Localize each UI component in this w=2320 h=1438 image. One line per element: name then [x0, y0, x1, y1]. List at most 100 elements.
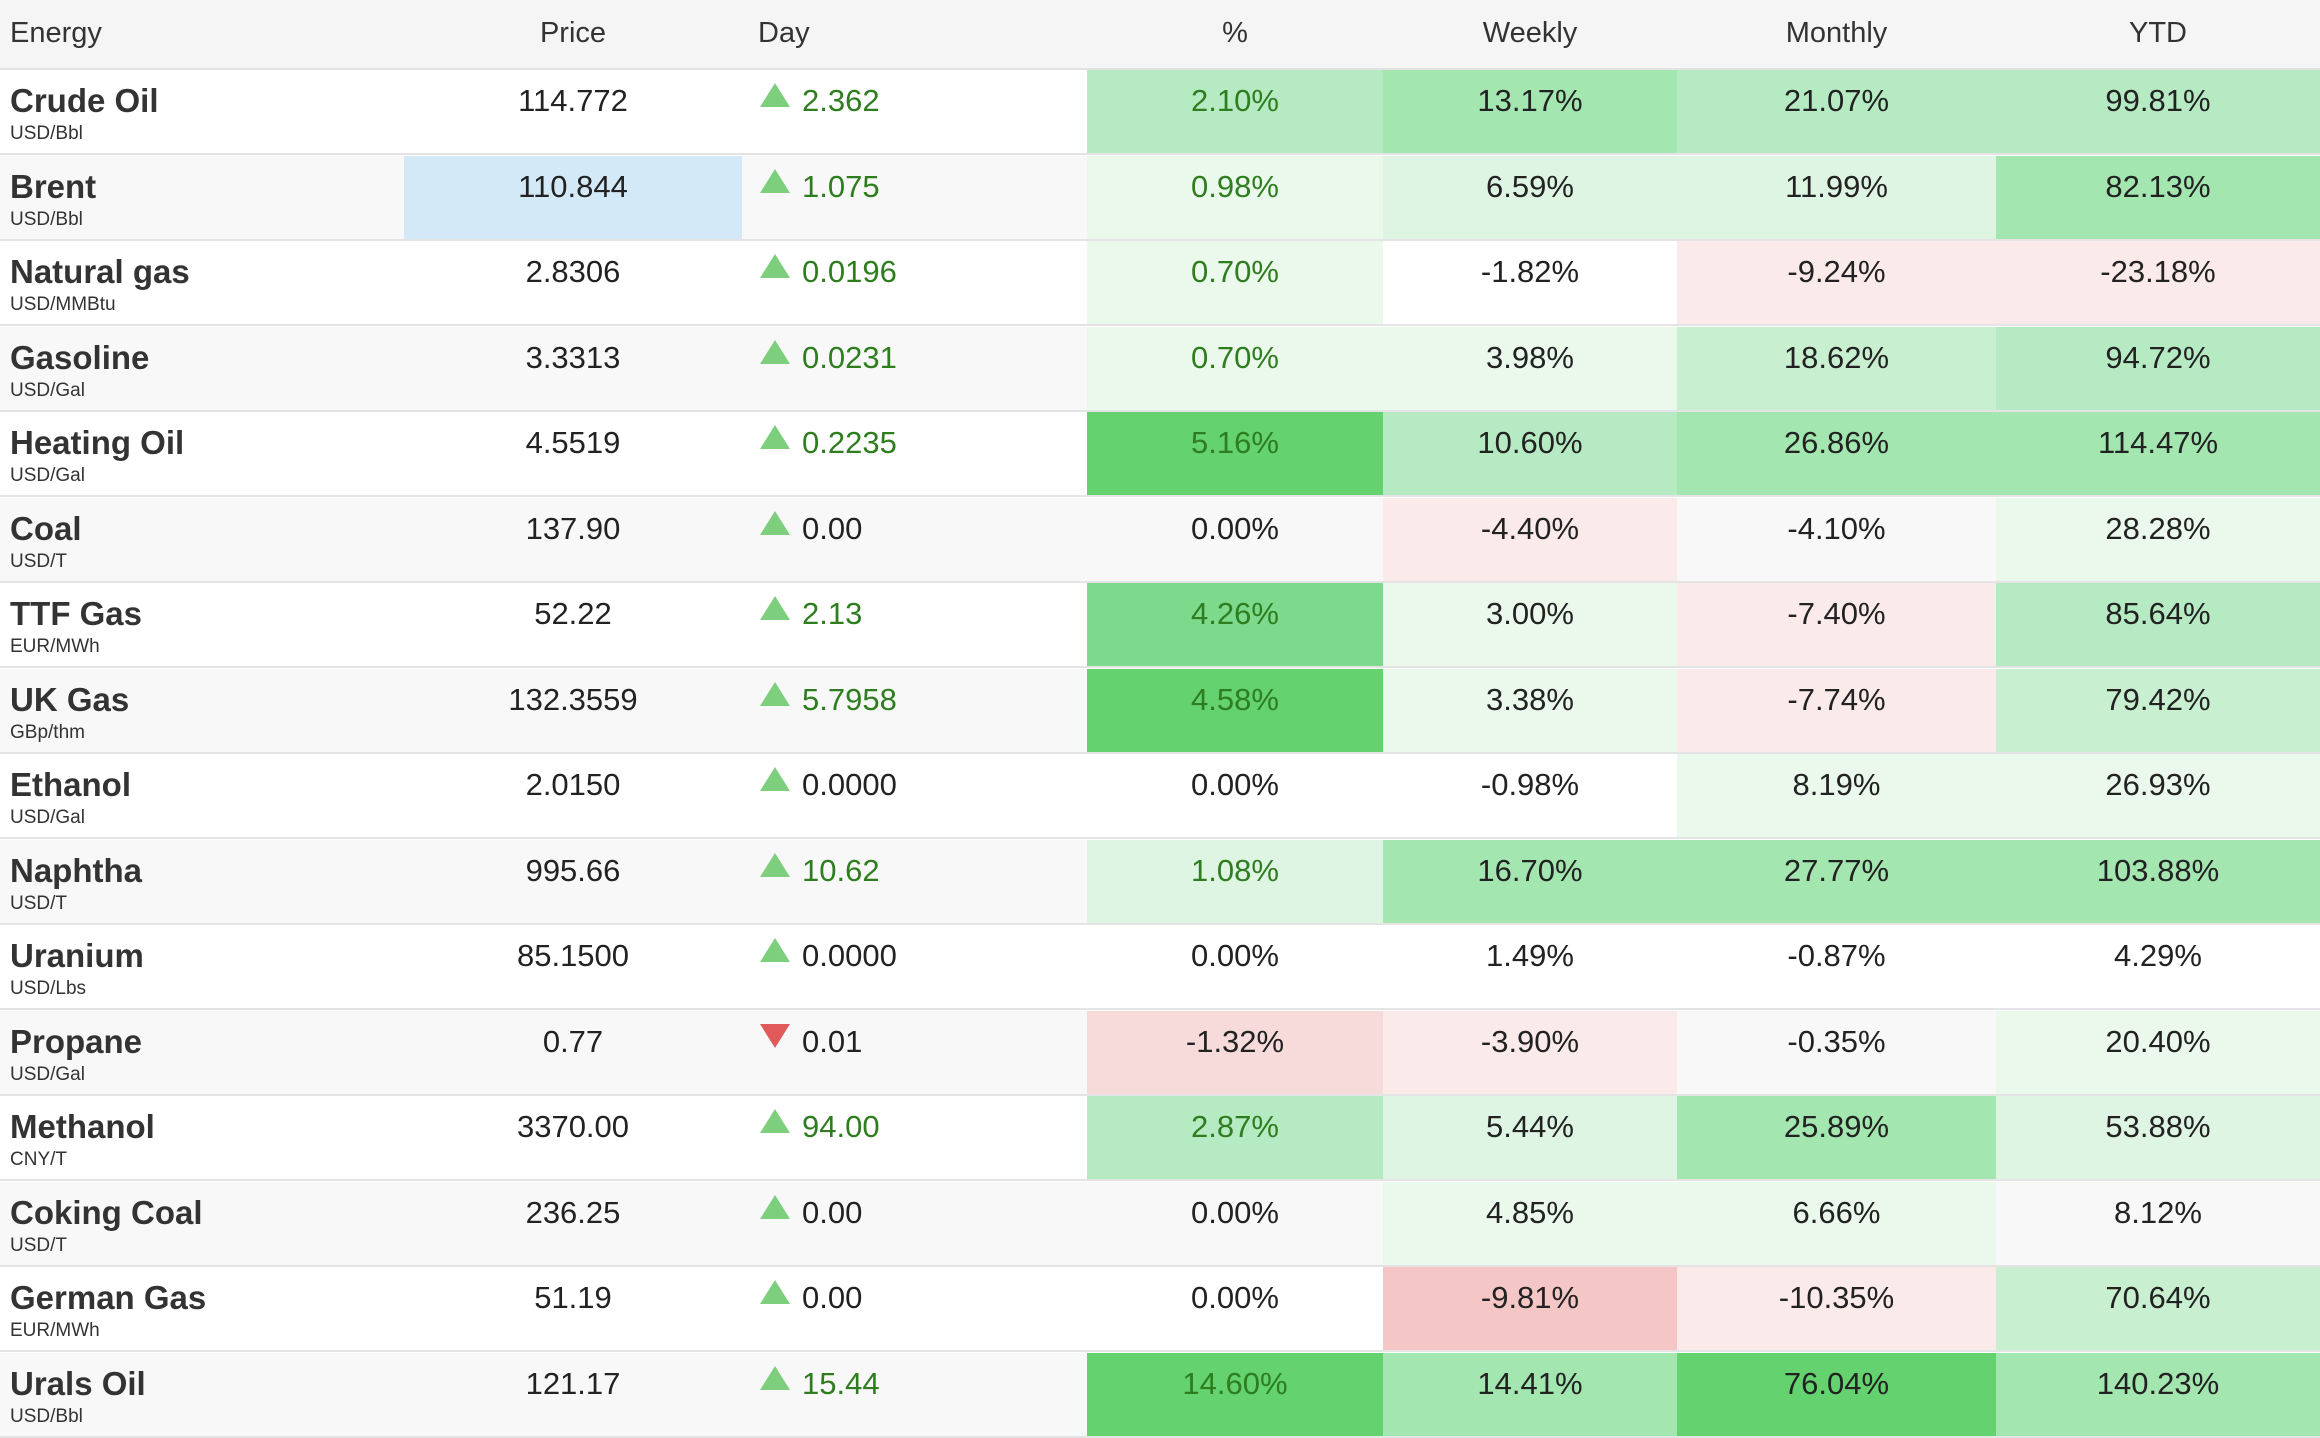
commodity-name-link[interactable]: Coal — [10, 509, 82, 547]
table-row[interactable]: Coking Coal USD/T 236.25 0.00 0.00% 4.85% 6.66… — [0, 1181, 2320, 1267]
commodity-name-link[interactable]: Urals Oil — [10, 1364, 146, 1402]
weekly-change: 3.38% — [1383, 668, 1677, 752]
commodity-cell[interactable]: Natural gas USD/MMBtu — [0, 241, 404, 324]
commodity-cell[interactable]: Naphtha USD/T — [0, 840, 404, 923]
weekly-change: 1.49% — [1486, 938, 1574, 973]
day-change-value: 0.0000 — [802, 938, 897, 973]
commodity-name-link[interactable]: Coking Coal — [10, 1193, 203, 1231]
commodity-name-link[interactable]: Crude Oil — [10, 82, 159, 119]
commodity-name-link[interactable]: Propane — [10, 1022, 143, 1060]
ytd-change: 103.88% — [1996, 839, 2320, 923]
commodity-unit: USD/Bbl — [10, 123, 83, 144]
table-row[interactable]: Coal USD/T 137.90 0.00 0.00% -4.40% -4.10% 28.2… — [0, 497, 2320, 583]
monthly-change: 18.62% — [1677, 326, 1996, 410]
table-row[interactable]: Uranium USD/Lbs 85.1500 0.0000 0.00% 1.49% -0.… — [0, 925, 2320, 1010]
day-change: 0.0000 — [742, 925, 1087, 1008]
table-row[interactable]: Urals Oil USD/Bbl 121.17 15.44 14.60% 14.41% 7… — [0, 1352, 2320, 1438]
percent-change: 4.26% — [1087, 583, 1383, 666]
table-row[interactable]: Methanol CNY/T 3370.00 94.00 2.87% 5.44% 25.89… — [0, 1096, 2320, 1181]
table-row[interactable]: UK Gas GBp/thm 132.3559 5.7958 4.58% 3.38% -7.… — [0, 668, 2320, 754]
day-change: 2.362 — [742, 70, 1087, 153]
triangle-up-icon — [760, 681, 790, 706]
day-change: 0.01 — [742, 1011, 1087, 1094]
ytd-change: 99.81% — [1996, 70, 2320, 153]
monthly-change: 26.86% — [1677, 412, 1996, 495]
header-percent[interactable]: % — [1222, 17, 1248, 49]
commodity-cell[interactable]: Crude Oil USD/Bbl — [0, 70, 404, 153]
commodity-name-link[interactable]: Brent — [10, 167, 97, 205]
percent-change: -1.32% — [1087, 1010, 1383, 1094]
weekly-change: 5.44% — [1383, 1096, 1677, 1179]
commodity-cell[interactable]: UK Gas GBp/thm — [0, 669, 404, 752]
commodity-unit: USD/Gal — [10, 465, 85, 486]
table-row[interactable]: TTF Gas EUR/MWh 52.22 2.13 4.26% 3.00% -7.40% 8… — [0, 583, 2320, 668]
commodity-name-link[interactable]: UK Gas — [10, 680, 130, 718]
header-day[interactable]: Day — [758, 17, 810, 49]
header-price[interactable]: Price — [539, 17, 607, 49]
commodity-name-link[interactable]: Uranium — [10, 937, 144, 974]
commodity-cell[interactable]: Urals Oil USD/Bbl — [0, 1353, 404, 1436]
header-ytd[interactable]: YTD — [2129, 17, 2187, 49]
weekly-change: -0.98% — [1480, 767, 1580, 802]
day-change: 0.00 — [742, 1267, 1087, 1350]
monthly-change: 27.77% — [1677, 839, 1996, 923]
table-row[interactable]: Ethanol USD/Gal 2.0150 0.0000 0.00% -0.98% 8.1… — [0, 754, 2320, 839]
percent-change: 2.87% — [1087, 1096, 1383, 1179]
table-row[interactable]: Natural gas USD/MMBtu 2.8306 0.0196 0.70% -1.… — [0, 241, 2320, 326]
commodity-name-link[interactable]: Gasoline — [10, 338, 150, 376]
day-change-value: 1.075 — [802, 168, 880, 204]
table-row[interactable]: Naphtha USD/T 995.66 10.62 1.08% 16.70% 27.77%… — [0, 839, 2320, 925]
percent-change: 0.00% — [1191, 510, 1279, 546]
commodity-name-link[interactable]: Natural gas — [10, 253, 190, 290]
commodity-cell[interactable]: Heating Oil USD/Gal — [0, 412, 404, 495]
day-change: 0.2235 — [742, 412, 1087, 495]
commodity-cell[interactable]: Ethanol USD/Gal — [0, 754, 404, 837]
commodity-cell[interactable]: German Gas EUR/MWh — [0, 1267, 404, 1350]
day-change: 94.00 — [742, 1096, 1087, 1179]
monthly-change: -4.10% — [1787, 510, 1886, 546]
percent-change: 5.16% — [1087, 412, 1383, 495]
day-change: 0.0231 — [742, 327, 1087, 410]
table-row[interactable]: German Gas EUR/MWh 51.19 0.00 0.00% -9.81% -10… — [0, 1267, 2320, 1352]
header-weekly[interactable]: Weekly — [1482, 17, 1578, 49]
commodity-cell[interactable]: TTF Gas EUR/MWh — [0, 583, 404, 666]
table-row[interactable]: Propane USD/Gal 0.77 0.01 -1.32% -3.90% -0.35%… — [0, 1010, 2320, 1096]
monthly-change: -10.35% — [1677, 1267, 1996, 1350]
price-value: 995.66 — [525, 852, 621, 888]
commodity-cell[interactable]: Uranium USD/Lbs — [0, 925, 404, 1008]
commodity-cell[interactable]: Coking Coal USD/T — [0, 1182, 404, 1265]
table-row[interactable]: Gasoline USD/Gal 3.3313 0.0231 0.70% 3.98% 18.… — [0, 326, 2320, 412]
commodity-name-link[interactable]: TTF Gas — [10, 595, 143, 632]
day-change: 2.13 — [742, 583, 1087, 666]
commodity-cell[interactable]: Gasoline USD/Gal — [0, 327, 404, 410]
commodity-cell[interactable]: Coal USD/T — [0, 498, 404, 581]
day-change-value: 0.00 — [802, 1280, 863, 1315]
weekly-change: 4.85% — [1383, 1181, 1677, 1265]
price-value: 236.25 — [525, 1194, 621, 1230]
commodity-unit: USD/T — [10, 550, 67, 572]
day-change-value: 0.0231 — [802, 339, 897, 375]
commodity-name-link[interactable]: Heating Oil — [10, 424, 185, 461]
commodity-name-link[interactable]: Ethanol — [10, 766, 131, 803]
table-row[interactable]: Brent USD/Bbl 110.844 1.075 0.98% 6.59% 11.99%… — [0, 155, 2320, 241]
commodity-name-link[interactable]: Naphtha — [10, 851, 142, 889]
table-row[interactable]: Heating Oil USD/Gal 4.5519 0.2235 5.16% 10.60… — [0, 412, 2320, 497]
commodity-cell[interactable]: Propane USD/Gal — [0, 1011, 404, 1094]
commodity-cell[interactable]: Methanol CNY/T — [0, 1096, 404, 1179]
header-energy[interactable]: Energy — [10, 17, 102, 49]
monthly-change: 21.07% — [1677, 70, 1996, 153]
day-change: 0.00 — [742, 1182, 1087, 1265]
percent-change: 4.58% — [1087, 668, 1383, 752]
commodity-name-link[interactable]: Methanol — [10, 1108, 155, 1145]
table-row[interactable]: Crude Oil USD/Bbl 114.772 2.362 2.10% 13.17% 2… — [0, 70, 2320, 155]
commodity-name-link[interactable]: German Gas — [10, 1279, 207, 1316]
header-monthly[interactable]: Monthly — [1785, 17, 1888, 49]
commodity-unit: GBp/thm — [10, 721, 85, 743]
triangle-up-icon — [760, 510, 790, 535]
triangle-up-icon — [760, 425, 790, 449]
commodity-cell[interactable]: Brent USD/Bbl — [0, 156, 404, 239]
triangle-up-icon — [760, 168, 790, 193]
percent-change: 2.10% — [1087, 70, 1383, 153]
commodity-unit: USD/Lbs — [10, 978, 87, 999]
